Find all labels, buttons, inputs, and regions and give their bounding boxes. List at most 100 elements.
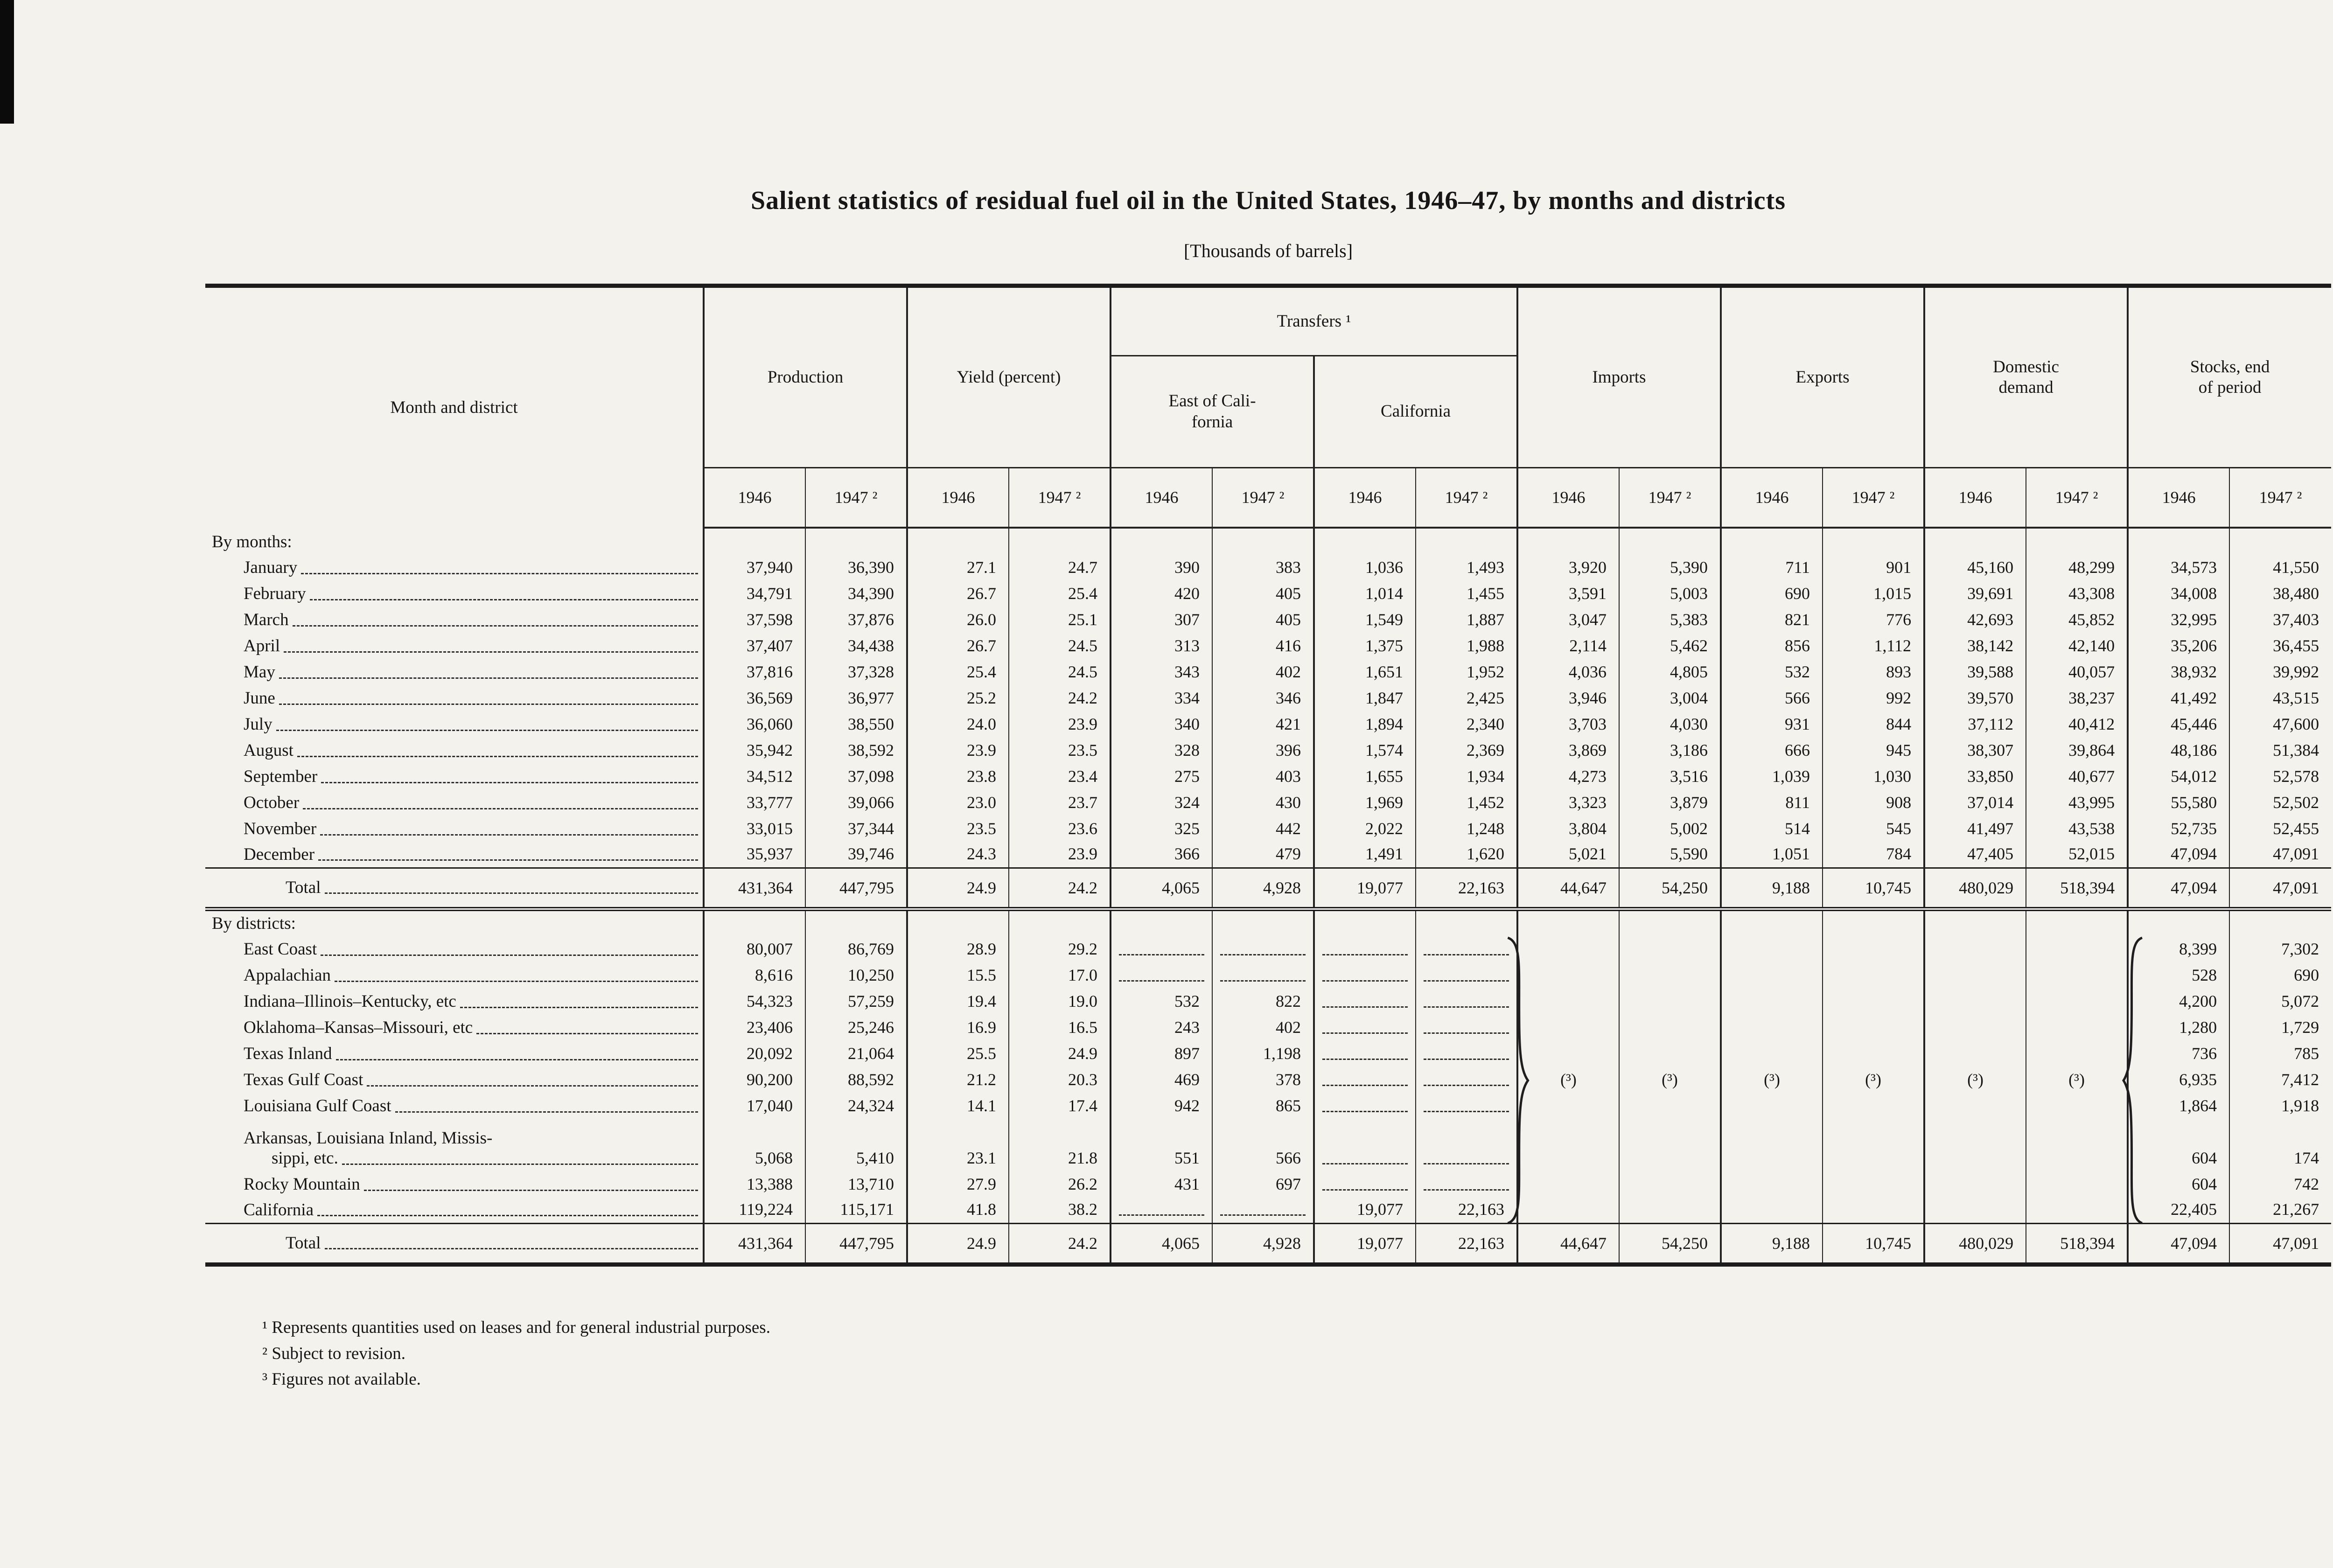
value-cell: 2,369: [1415, 737, 1518, 764]
value-cell: 23.0: [906, 789, 1009, 816]
value-cell: 23.9: [1008, 711, 1111, 738]
empty-cell: [2026, 527, 2128, 555]
empty-cell: [1212, 909, 1314, 936]
value-cell: [1415, 1040, 1518, 1067]
value-cell: 24,324: [804, 1093, 908, 1119]
value-cell: 29.2: [1008, 936, 1111, 962]
empty-cell: [2229, 527, 2332, 555]
value-cell: 47,600: [2229, 711, 2332, 738]
value-cell: 8,616: [703, 962, 805, 989]
value-cell: 47,091: [2229, 842, 2332, 868]
table: Month and district Production Yield (perce…: [205, 284, 2332, 1267]
value-cell: 19.0: [1008, 988, 1111, 1015]
value-cell: 822: [1212, 988, 1314, 1015]
row-label-text: sippi, etc.: [272, 1149, 338, 1168]
year-header: 1946: [703, 467, 805, 529]
dash-placeholder: [1322, 1084, 1408, 1086]
empty-cell: [1008, 527, 1111, 555]
value-cell: 35,206: [2127, 633, 2230, 659]
value-cell: 7,302: [2229, 936, 2332, 962]
subgroup-header: East of Cali- fornia: [1110, 355, 1314, 468]
empty-cell: [1008, 909, 1111, 936]
value-cell: 3,804: [1516, 815, 1620, 842]
row-label-text: September: [244, 767, 318, 787]
dash-placeholder: [1424, 1163, 1509, 1164]
value-cell: 39,746: [804, 842, 908, 868]
row-label: February: [205, 581, 704, 607]
value-cell: 21.2: [906, 1066, 1009, 1093]
value-cell: 390: [1110, 554, 1213, 581]
value-cell: 25.2: [906, 685, 1009, 711]
value-cell: 3,946: [1516, 685, 1620, 711]
value-cell: 532: [1720, 659, 1823, 685]
value-cell: 22,405: [2127, 1197, 2230, 1224]
value-cell: [1110, 936, 1213, 962]
dash-leader: [342, 1163, 698, 1165]
value-cell: 23.9: [906, 737, 1009, 764]
row-label: California: [205, 1198, 704, 1224]
row-label-text: Rocky Mountain: [244, 1175, 360, 1194]
empty-cell: [1619, 909, 1721, 936]
total-value-cell: 431,364: [703, 1223, 805, 1265]
value-cell: [1212, 936, 1314, 962]
year-header: 1946: [1516, 467, 1620, 529]
empty-cell: [1619, 527, 1721, 555]
value-cell: 41.8: [906, 1197, 1009, 1224]
value-cell: 90,200: [703, 1066, 805, 1093]
value-cell: 25.4: [906, 659, 1009, 685]
value-cell: 23.7: [1008, 789, 1111, 816]
not-available-cell: (³): [2026, 936, 2128, 1224]
dash-placeholder: [1119, 1214, 1205, 1216]
value-cell: 532: [1110, 988, 1213, 1015]
value-cell: 1,452: [1415, 789, 1518, 816]
total-value-cell: 19,077: [1313, 1223, 1416, 1265]
total-value-cell: 54,250: [1619, 1223, 1721, 1265]
value-cell: 811: [1720, 789, 1823, 816]
value-cell: 38,550: [804, 711, 908, 738]
value-cell: [1313, 936, 1416, 962]
value-cell: 893: [1822, 659, 1925, 685]
dash-leader: [321, 781, 698, 783]
value-cell: 21,064: [804, 1040, 908, 1067]
value-cell: 40,677: [2026, 763, 2128, 790]
row-label-text: January: [244, 558, 298, 578]
empty-cell: [1110, 527, 1213, 555]
year-header: 1947 ²: [1822, 467, 1925, 529]
value-cell: 1,952: [1415, 659, 1518, 685]
year-header: 1946: [2127, 467, 2230, 529]
value-cell: [1415, 936, 1518, 962]
value-cell: 43,995: [2026, 789, 2128, 816]
value-cell: 174: [2229, 1119, 2332, 1171]
empty-cell: [804, 527, 908, 555]
value-cell: 3,869: [1516, 737, 1620, 764]
value-cell: 36,060: [703, 711, 805, 738]
total-value-cell: 4,928: [1212, 867, 1314, 911]
value-cell: 5,383: [1619, 606, 1721, 633]
value-cell: 19.4: [906, 988, 1009, 1015]
value-cell: 545: [1822, 815, 1925, 842]
dash-leader: [324, 892, 698, 894]
total-value-cell: 10,745: [1822, 1223, 1925, 1265]
dash-leader: [292, 625, 698, 627]
value-cell: 383: [1212, 554, 1314, 581]
value-cell: 23.8: [906, 763, 1009, 790]
total-label: Total: [205, 1223, 704, 1265]
value-cell: 945: [1822, 737, 1925, 764]
value-cell: 57,259: [804, 988, 908, 1015]
row-label-wrap: August: [205, 740, 703, 761]
total-value-cell: 22,163: [1415, 867, 1518, 911]
total-value-cell: 518,394: [2026, 867, 2128, 911]
value-cell: 697: [1212, 1171, 1314, 1198]
row-label-text: August: [244, 741, 293, 760]
value-cell: 5,072: [2229, 988, 2332, 1015]
value-cell: 47,405: [1923, 842, 2026, 868]
total-value-cell: 44,647: [1516, 867, 1620, 911]
value-cell: 2,114: [1516, 633, 1620, 659]
value-cell: 52,735: [2127, 815, 2230, 842]
footnote-2: ² Subject to revision.: [262, 1344, 406, 1363]
value-cell: 3,879: [1619, 789, 1721, 816]
value-cell: 3,047: [1516, 606, 1620, 633]
value-cell: 431: [1110, 1171, 1213, 1198]
empty-cell: [703, 909, 805, 936]
row-label-text: Texas Gulf Coast: [244, 1070, 363, 1090]
